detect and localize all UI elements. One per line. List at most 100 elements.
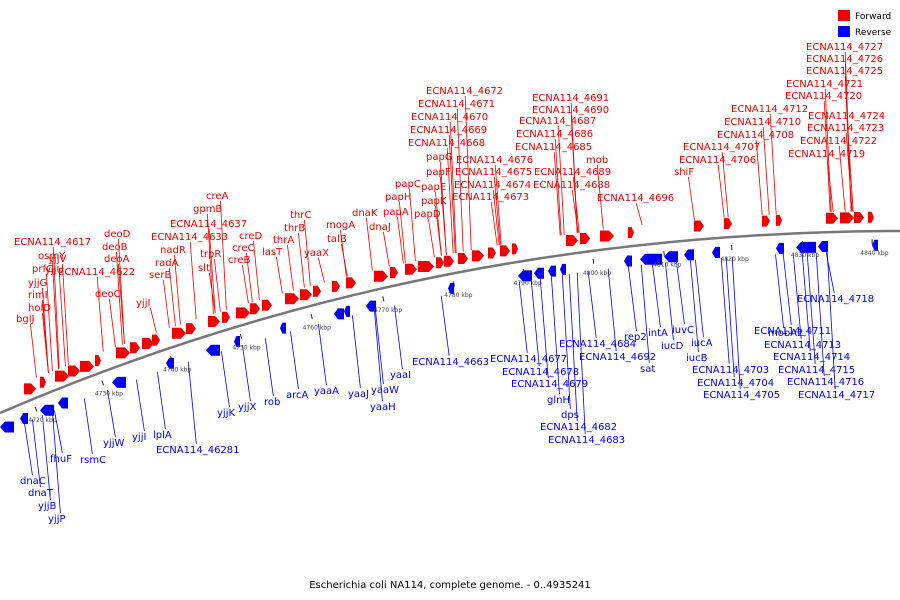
reverse-leader [375, 309, 384, 385]
reverse-gene-label: ECNA114_4713 [764, 340, 841, 351]
forward-gene-label: ECNA114_4637 [170, 219, 247, 230]
forward-gene-label: dnaJ [369, 222, 391, 233]
forward-gene-label: papK [421, 196, 447, 207]
reverse-leader [84, 398, 93, 455]
forward-gene-arrow [868, 211, 874, 223]
forward-gene-label: ECNA114_4724 [808, 111, 885, 122]
forward-gene-label: ECNA114_4687 [519, 116, 596, 127]
forward-gene-arrow [500, 245, 510, 257]
reverse-leader [690, 260, 699, 353]
forward-gene-label: ECNA114_4622 [58, 267, 135, 278]
forward-gene-label: creA [206, 191, 229, 202]
forward-gene-label: thrA [273, 235, 294, 246]
forward-gene-label: ECNA114_4676 [456, 155, 533, 166]
forward-gene-arrow [24, 383, 36, 395]
forward-gene-label: ECNA114_4710 [724, 117, 801, 128]
forward-leader [174, 254, 181, 325]
forward-gene-arrow [285, 293, 299, 305]
label-leader-lines [24, 51, 854, 514]
forward-leader [298, 232, 305, 288]
reverse-gene-label: intA [648, 328, 668, 339]
reverse-gene-label: glnH [547, 395, 570, 406]
reverse-gene-label: dnaT [28, 488, 54, 499]
forward-leader [717, 164, 725, 218]
reverse-gene-label: yjjB [38, 501, 56, 512]
reverse-leader [640, 265, 650, 364]
reverse-gene-label: yaaJ [348, 389, 369, 400]
forward-gene-arrow [762, 215, 770, 227]
forward-leader [464, 95, 472, 251]
reverse-leader [187, 361, 197, 445]
forward-gene-arrow [390, 267, 398, 279]
forward-gene-arrow [418, 261, 434, 273]
forward-gene-arrow [436, 257, 444, 269]
forward-gene-label: ECNA114_4712 [731, 104, 808, 115]
reverse-gene-label: sat [640, 364, 655, 375]
reverse-gene-arrow [712, 246, 720, 258]
forward-gene-label: deoB [102, 242, 128, 253]
forward-leader [52, 260, 59, 369]
forward-leader [189, 241, 197, 320]
reverse-gene-label: ECNA114_4663 [412, 357, 489, 368]
forward-leader [109, 298, 116, 348]
forward-leader [553, 151, 561, 236]
forward-leader [118, 238, 125, 344]
forward-leader [448, 134, 456, 254]
reverse-leader [652, 263, 661, 328]
forward-gene-label: yjjV [48, 254, 66, 265]
forward-gene-arrow [152, 334, 160, 346]
forward-leader [208, 228, 216, 314]
forward-leader [304, 219, 311, 286]
forward-gene-arrow [694, 220, 704, 232]
forward-leader [824, 88, 832, 213]
forward-gene-label: ECNA114_4633 [151, 232, 228, 243]
forward-leader [30, 323, 37, 378]
reverse-leader [551, 276, 560, 395]
forward-gene-arrow [222, 311, 230, 323]
forward-gene-label: yjjG [28, 278, 47, 289]
reverse-leader [801, 253, 811, 352]
forward-leader [490, 201, 498, 246]
reverse-gene-arrow [560, 263, 566, 275]
forward-gene-label: ECNA114_4673 [452, 192, 529, 203]
forward-gene-arrow [172, 327, 186, 339]
reverse-leader [394, 305, 403, 370]
forward-gene-label: rimI [28, 290, 48, 301]
forward-leader [220, 200, 227, 310]
forward-leader [456, 108, 464, 252]
forward-gene-label: creB [228, 255, 251, 266]
reverse-leader [792, 253, 802, 340]
forward-gene-arrow [458, 252, 468, 264]
forward-leader [428, 218, 435, 258]
forward-gene-label: yjjU [45, 265, 64, 276]
reverse-gene-label: iucA [691, 338, 713, 349]
forward-leader [409, 188, 416, 262]
forward-leader [397, 216, 404, 264]
forward-gene-label: ECNA114_4720 [785, 91, 862, 102]
legend-reverse-swatch [838, 26, 850, 37]
reverse-leader [782, 253, 792, 326]
forward-leader [762, 126, 770, 215]
forward-gene-arrow [186, 323, 196, 335]
reverse-leader [242, 344, 251, 402]
forward-gene-label: creC [232, 243, 255, 254]
forward-gene-label: ECNA114_4707 [683, 142, 760, 153]
tick-mark [522, 268, 525, 275]
reverse-gene-arrow [40, 404, 54, 416]
reverse-gene-label: yaaW [371, 385, 399, 396]
reverse-gene-label: mobA2 [768, 328, 803, 339]
reverse-gene-label: iucD [661, 341, 684, 352]
reverse-leader [24, 422, 33, 476]
forward-leader [823, 100, 831, 213]
forward-gene-arrow [840, 212, 854, 224]
reverse-gene-arrow [234, 336, 240, 348]
reverse-leader [725, 257, 735, 378]
gene-tracks [0, 211, 878, 433]
forward-gene-label: mogA [326, 220, 355, 231]
forward-gene-arrow [208, 316, 220, 328]
forward-leader [688, 176, 695, 220]
reverse-gene-label: ECNA114_4678 [502, 367, 579, 378]
forward-gene-label: ECNA114_4685 [515, 142, 592, 153]
reverse-gene-arrow [334, 308, 344, 320]
